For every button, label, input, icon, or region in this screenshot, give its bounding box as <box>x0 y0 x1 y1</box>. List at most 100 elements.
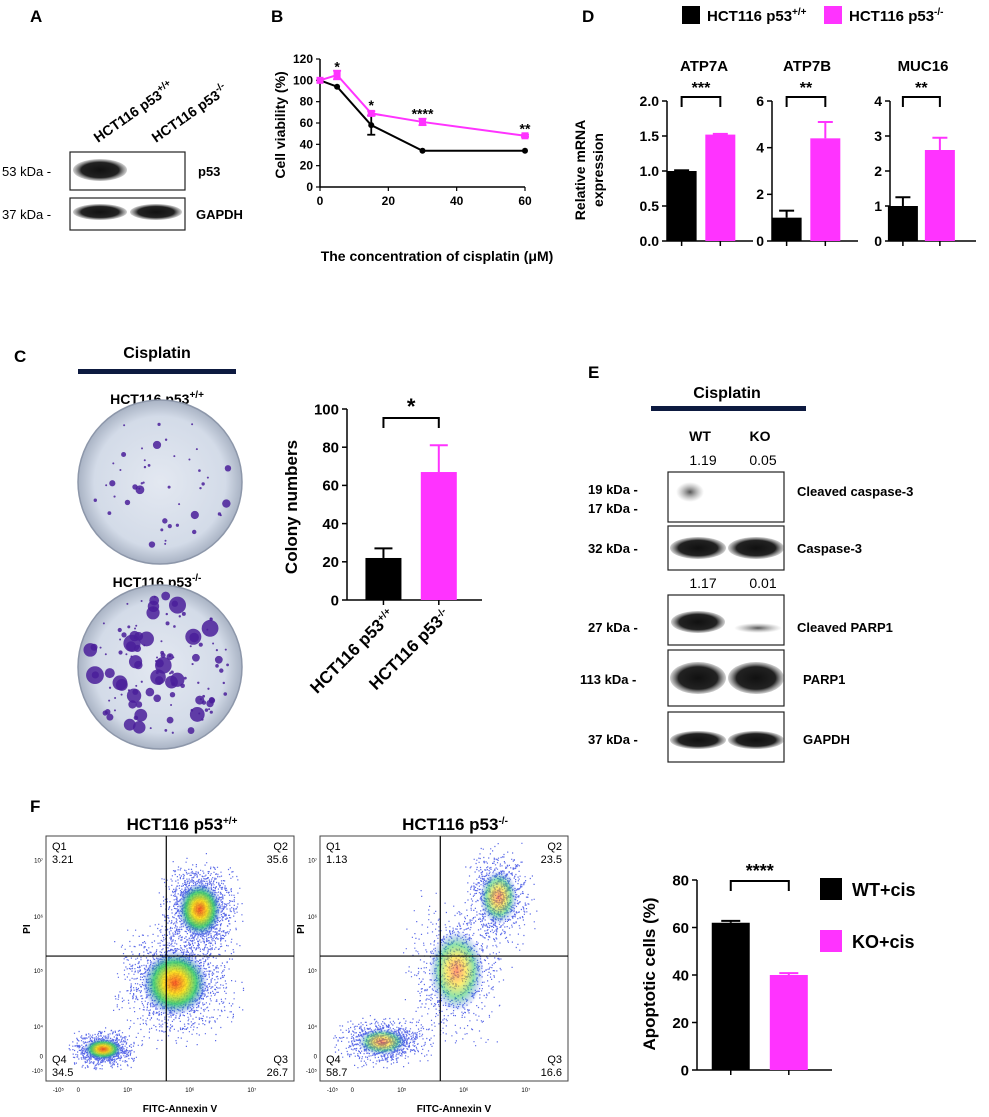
colony-dot <box>120 693 123 696</box>
colony-dot <box>199 486 202 490</box>
chart-b: 0 20 40 60 80 100 120 0 20 40 60 The concentration … <box>272 52 553 264</box>
colony-dot <box>102 622 105 625</box>
marker-32kda: 32 kDa - <box>588 541 638 556</box>
flow-ko-ytick-label: 0 <box>314 1055 318 1061</box>
flow-ko-q1-value: 1.13 <box>326 854 347 866</box>
colony-dot <box>142 481 145 484</box>
colony-dot <box>173 455 176 458</box>
colony-dot <box>153 595 156 598</box>
flow-wt-ytick-label: 0 <box>40 1055 44 1061</box>
colony-dot <box>123 424 126 427</box>
flow-wt-q3-label: Q3 <box>273 1054 288 1066</box>
d-atp7b-bar-ko <box>810 138 841 241</box>
d-muc16-bar-ko <box>924 150 955 241</box>
marker-17kda: 17 kDa - <box>588 501 638 516</box>
colony-dot <box>132 689 139 695</box>
b-xlabel: The concentration of cisplatin (μM) <box>321 248 554 264</box>
c-sig-bracket <box>382 417 440 428</box>
flow-wt-xtick-label: 0 <box>77 1088 81 1094</box>
d-muc16-ytick-label: 0 <box>874 233 882 249</box>
colony-dot <box>206 476 209 479</box>
b-point-wt <box>522 147 528 154</box>
panel-letter-e: E <box>588 363 599 382</box>
colony-dot <box>160 528 164 532</box>
colony-dot <box>161 591 171 601</box>
c-ytick-label: 60 <box>322 478 339 495</box>
colony-dot <box>143 644 146 647</box>
colony-dot <box>127 625 131 629</box>
band-gapdh-ko <box>130 204 182 220</box>
colony-dot <box>160 640 163 643</box>
f-bar-wt <box>711 922 750 1070</box>
f-bar-ko <box>769 975 808 1070</box>
colony-dot <box>141 447 144 450</box>
b-xtick-label: 0 <box>317 194 324 208</box>
panel-a: HCT116 p53+/+ HCT116 p53-/- 53 kDa - 37 … <box>2 78 243 231</box>
flow-wt-density <box>142 950 208 1016</box>
b-ylabel: Cell viability (%) <box>272 71 288 178</box>
c-ytick-label: 20 <box>322 554 339 571</box>
d-muc16-bar-wt <box>887 206 918 241</box>
colony-dot <box>222 499 231 508</box>
colony-dot <box>149 595 160 606</box>
flow-ko-q4-label: Q4 <box>326 1054 341 1066</box>
colony-dot <box>166 653 174 661</box>
c-ylabel: Colony numbers <box>282 440 301 574</box>
panel-e-title-bar <box>651 406 806 411</box>
flow-wt-q4-label: Q4 <box>52 1054 67 1066</box>
colony-dot <box>192 653 200 662</box>
flow-ko-xtick-label: -10⁵ <box>327 1087 339 1094</box>
flow-ko-xtick-label: 0 <box>351 1088 355 1094</box>
b-point-ko <box>333 71 341 79</box>
colony-dot <box>172 683 175 686</box>
flow-ko-density <box>479 870 518 925</box>
flow-wt-xtick-label: 10⁵ <box>123 1087 133 1094</box>
colony-dot <box>171 731 174 734</box>
colony-dot <box>140 599 143 602</box>
marker-113kda: 113 kDa - <box>580 672 636 687</box>
flow-ko-q2-value: 23.5 <box>541 854 562 866</box>
flow-plots: HCT116 p53+/+Q13.21Q235.6Q434.5Q326.7-10… <box>22 815 569 1115</box>
colony-dot <box>140 680 143 683</box>
f-legend-label-ko: KO+cis <box>852 932 915 952</box>
c-bar-ko <box>420 472 457 600</box>
colony-dot <box>165 675 178 689</box>
colony-dot <box>215 664 219 668</box>
d-muc16-title: MUC16 <box>898 58 949 75</box>
flow-wt-density <box>177 882 222 937</box>
panel-e-title: Cisplatin <box>693 385 761 402</box>
colony-dot <box>156 656 159 659</box>
colony-dot <box>164 438 168 441</box>
colony-dot <box>132 721 146 734</box>
colony-dot <box>121 632 127 638</box>
c-ytick-label: 40 <box>322 516 339 533</box>
label-cleaved-caspase: Cleaved caspase-3 <box>797 484 913 499</box>
lane-ko-e: KO <box>750 428 771 444</box>
colony-dot <box>119 468 122 471</box>
colony-dot <box>190 510 199 520</box>
flow-wt-ytick-label: 10⁷ <box>34 858 43 865</box>
band-gapdh-e-ko <box>728 731 784 749</box>
b-annotation: **** <box>412 105 434 121</box>
colony-dot <box>208 708 211 711</box>
colony-dot <box>198 469 201 472</box>
flow-wt-density <box>83 1038 123 1060</box>
b-ytick-label: 40 <box>300 137 314 151</box>
flow-ko-ytick-label: 10⁷ <box>308 858 317 865</box>
c-bar-wt <box>365 557 402 600</box>
colony-dot <box>187 727 195 734</box>
colony-dot <box>150 669 166 685</box>
d-atp7a-sig-bracket <box>680 96 722 107</box>
lane-wt-e: WT <box>689 428 711 444</box>
flow-wt-ytick-label: 10⁴ <box>34 1024 44 1031</box>
band-p53-wt <box>73 159 127 181</box>
f-legend-swatch-ko <box>820 930 842 952</box>
f-sig-bracket <box>729 880 790 891</box>
flow-wt-ytick-label: -10⁵ <box>32 1068 44 1075</box>
panel-letter-f: F <box>30 797 40 816</box>
colony-dot <box>157 422 161 426</box>
c-ytick-label: 0 <box>331 592 339 609</box>
flow-wt-q4-value: 34.5 <box>52 1067 73 1079</box>
colony-dot <box>195 448 198 451</box>
